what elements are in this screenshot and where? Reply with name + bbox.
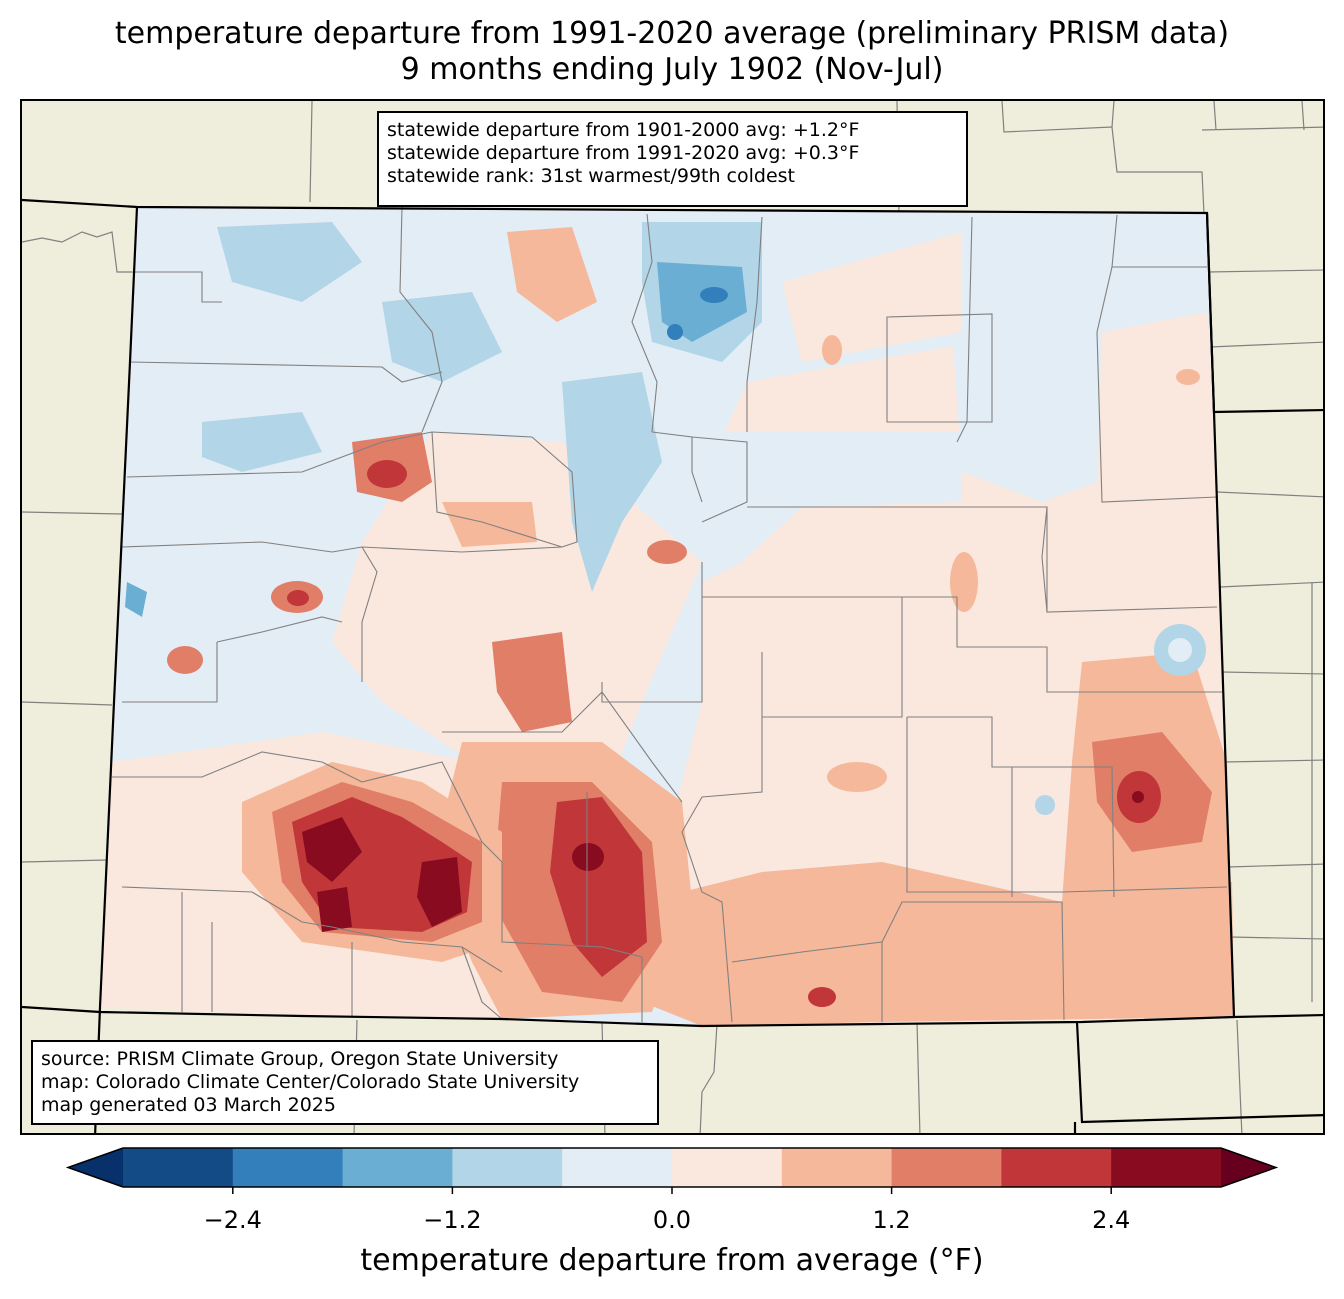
- west-blue: [125, 582, 147, 617]
- northwest-blue-3: [382, 292, 502, 382]
- south-central-peak: [572, 843, 604, 871]
- north-blue-spot-1: [700, 287, 728, 303]
- source-line-3: map generated 03 March 2025: [41, 1094, 336, 1116]
- colorbar-bin: [781, 1148, 893, 1187]
- north-blue-spot-2: [667, 324, 683, 340]
- east-warm-spot-3: [1176, 369, 1200, 385]
- east-warm-spot-1: [950, 552, 978, 612]
- north-warm-2: [782, 232, 962, 362]
- colorbar-bin: [891, 1148, 1002, 1187]
- colorbar-bin: [123, 1148, 234, 1187]
- colorbar-bin: [452, 1148, 563, 1187]
- north-warm-spot: [647, 540, 687, 564]
- north-warm-1: [507, 227, 597, 322]
- colorbar-tick-marks: [232, 1187, 1112, 1194]
- front-range-blue: [562, 372, 662, 592]
- source-box: source: PRISM Climate Group, Oregon Stat…: [31, 1040, 659, 1125]
- colorbar-tick-label: −2.4: [203, 1206, 262, 1234]
- san-juan-peak-1: [302, 817, 362, 882]
- county-lines: [112, 206, 1228, 1023]
- map-title: temperature departure from 1991-2020 ave…: [114, 16, 1230, 51]
- south-warm-spot: [808, 987, 836, 1007]
- weld-cool-zone: [702, 432, 962, 582]
- colorbar-extend-high: [1221, 1148, 1276, 1187]
- colorbar-tick-label: 1.2: [872, 1206, 911, 1234]
- colorbar-label: temperature departure from average (°F): [360, 1243, 984, 1278]
- colorbar-extend-low: [68, 1148, 123, 1187]
- east-warm-spot-2: [827, 762, 887, 792]
- map-frame: [20, 99, 1325, 1135]
- southeast-cool-core: [1168, 638, 1192, 662]
- san-juan-peak-2: [417, 857, 462, 927]
- colorado-map: [22, 101, 1323, 1133]
- stats-line-1: statewide departure from 1901-2000 avg: …: [387, 119, 860, 141]
- colorbar-segments: [65, 1147, 1279, 1188]
- colorbar-bin: [342, 1148, 453, 1187]
- colorbar-tick-label: −1.2: [423, 1206, 482, 1234]
- colorbar-outline: [65, 1147, 1279, 1188]
- source-line-2: map: Colorado Climate Center/Colorado St…: [41, 1071, 580, 1093]
- map-subtitle: 9 months ending July 1902 (Nov-Jul): [400, 52, 944, 87]
- southeast-corner-peak: [1132, 791, 1144, 803]
- southeast-warm-band: [642, 862, 1234, 1026]
- central-warm-3: [167, 646, 203, 674]
- san-juan-peak-3: [317, 887, 352, 932]
- central-hot-1: [367, 460, 407, 488]
- colorbar-bin: [672, 1148, 783, 1187]
- colorbar: [65, 1147, 1279, 1194]
- central-warm-5: [492, 632, 572, 732]
- colorbar-bin: [562, 1148, 673, 1187]
- northeast-cool-zone: [952, 213, 1208, 502]
- colorbar-bin: [1111, 1148, 1222, 1187]
- colorbar-bin: [232, 1148, 344, 1187]
- south-central-hot: [550, 797, 647, 977]
- north-blue-core: [657, 262, 747, 342]
- northwest-blue-2: [202, 412, 322, 472]
- statewide-stats-box: statewide departure from 1901-2000 avg: …: [377, 111, 968, 207]
- colorbar-tick-label: 2.4: [1092, 1206, 1131, 1234]
- stats-line-2: statewide departure from 1991-2020 avg: …: [387, 142, 860, 164]
- colorbar-tick-label: 0.0: [652, 1206, 692, 1234]
- colorbar-bin: [1001, 1148, 1112, 1187]
- source-line-1: source: PRISM Climate Group, Oregon Stat…: [41, 1048, 559, 1070]
- stats-line-3: statewide rank: 31st warmest/99th coldes…: [387, 165, 796, 187]
- northwest-blue-1: [217, 222, 362, 302]
- east-warm-spot-4: [822, 335, 842, 365]
- east-blue-spot: [1035, 795, 1055, 815]
- central-hot-2: [287, 590, 309, 606]
